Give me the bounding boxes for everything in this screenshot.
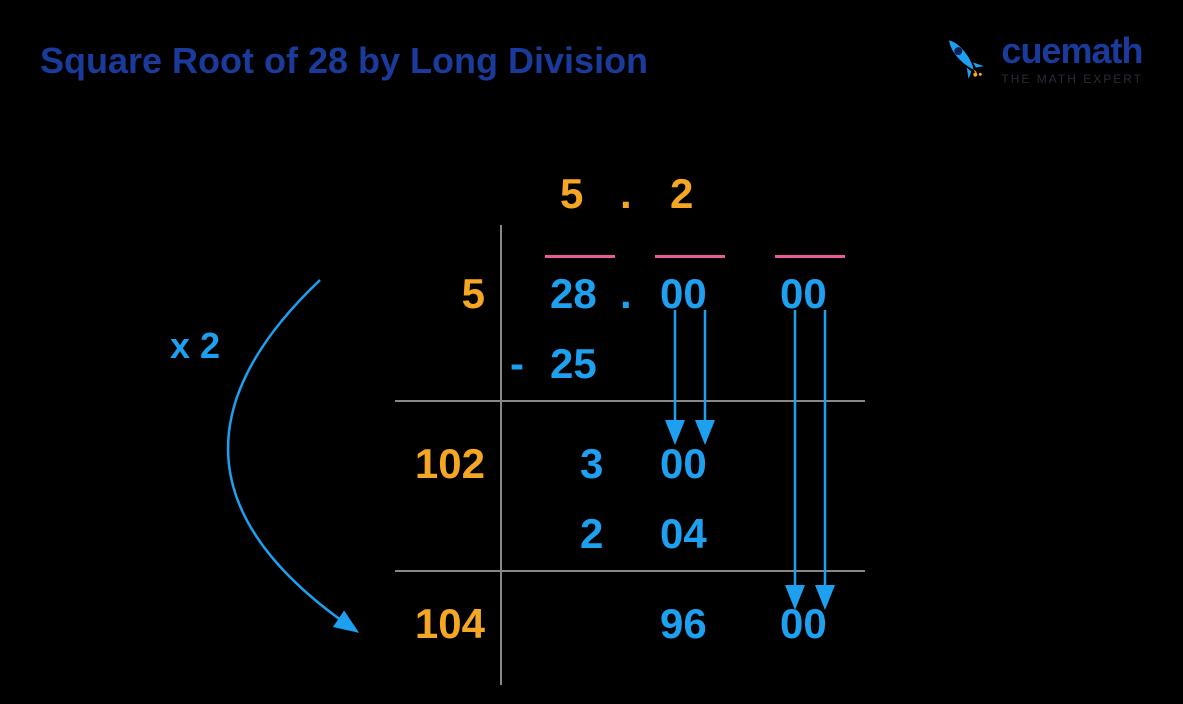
minus-sign-1: - [510,340,524,388]
quotient-digit-2: 2 [670,170,693,218]
quotient-digit-1: 5 [560,170,583,218]
bringdown-2: 00 [780,600,827,648]
long-division-diagram: 5 . 2 5 102 104 28 . 00 00 - 25 3 00 2 0… [180,150,1000,670]
dividend-pair-2: 00 [660,270,707,318]
brand-logo: cuemath THE MATH EXPERT [937,30,1143,86]
dividend-pair-1: 28 [550,270,597,318]
bringdown-1: 00 [660,440,707,488]
overbar-2 [655,255,725,258]
remainder-2: 96 [660,600,707,648]
mid-line-2 [395,570,865,572]
subtract-1: 25 [550,340,597,388]
times-two-label: x 2 [170,325,220,367]
divisor-3: 104 [415,600,485,648]
logo-sub-text: THE MATH EXPERT [1001,72,1143,86]
page-title: Square Root of 28 by Long Division [40,40,648,82]
quotient-dot: . [620,170,632,218]
mid-line-1 [395,400,865,402]
division-vertical-line [500,225,502,685]
subtract-2b: 04 [660,510,707,558]
divisor-2: 102 [415,440,485,488]
remainder-1: 3 [580,440,603,488]
dividend-pair-3: 00 [780,270,827,318]
arrows-svg [180,150,1000,670]
divisor-1: 5 [462,270,485,318]
dividend-dot: . [620,270,632,318]
rocket-icon [937,31,991,85]
curve-arrow [228,280,355,630]
logo-main-text: cuemath [1001,30,1143,72]
subtract-2a: 2 [580,510,603,558]
overbar-3 [775,255,845,258]
overbar-1 [545,255,615,258]
